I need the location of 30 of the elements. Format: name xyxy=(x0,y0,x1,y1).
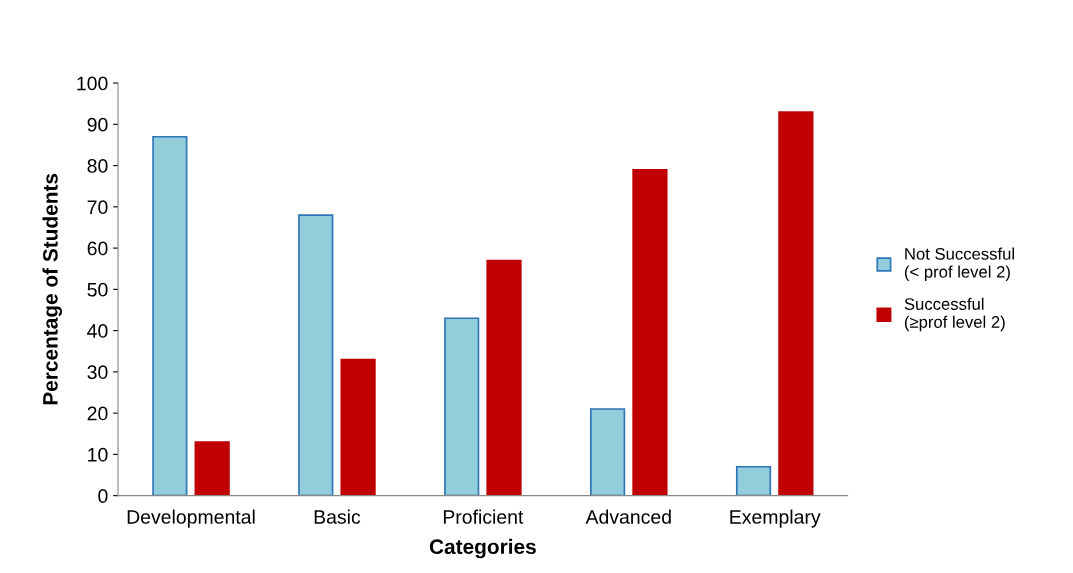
y-tick-label: 60 xyxy=(87,241,108,256)
legend-label: Not Successful (< prof level 2) xyxy=(904,247,1014,282)
x-tick-label: Exemplary xyxy=(730,509,821,528)
bar xyxy=(298,214,334,496)
y-tick-label: 20 xyxy=(87,406,108,421)
x-tick-label: Proficient xyxy=(443,509,524,524)
bar xyxy=(340,358,376,496)
y-axis-title: Percentage of Students xyxy=(42,173,62,405)
y-tick-label: 30 xyxy=(87,365,108,380)
bar xyxy=(735,465,772,496)
bar xyxy=(778,111,814,496)
x-tick-label: Advanced xyxy=(585,509,671,524)
y-tick-label: 90 xyxy=(87,117,108,132)
bar xyxy=(444,317,480,496)
y-tick-label: 80 xyxy=(87,159,108,173)
x-axis-title: Categories xyxy=(429,538,536,559)
bar xyxy=(590,408,626,496)
y-tick-label: 40 xyxy=(87,324,108,338)
y-tick-label: 50 xyxy=(87,282,108,297)
y-tick-label: 70 xyxy=(87,200,108,215)
legend-label: Successful (≥prof level 2) xyxy=(904,297,1005,332)
x-tick-label: Basic xyxy=(314,509,361,524)
x-tick-label: Developmental xyxy=(127,509,255,528)
bar xyxy=(632,168,668,496)
y-tick-label: 10 xyxy=(88,447,108,462)
bar xyxy=(194,441,230,496)
y-tick-label: 100 xyxy=(77,76,108,91)
y-tick-label: 0 xyxy=(98,489,108,503)
bar xyxy=(486,259,522,496)
bar xyxy=(152,135,188,496)
